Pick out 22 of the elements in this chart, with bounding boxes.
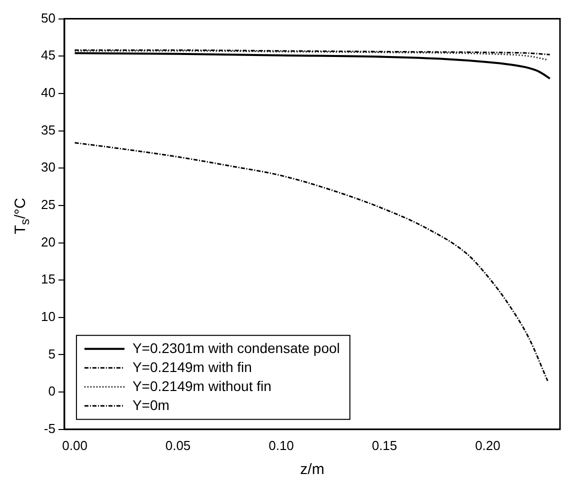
x-axis-title: z/m: [300, 461, 324, 478]
legend-label: Y=0m: [132, 396, 170, 413]
y-tick-label: 30: [40, 160, 56, 175]
x-tick-label: 0.00: [62, 438, 88, 453]
y-tick-label: 0: [48, 384, 56, 399]
x-tick-label: 0.15: [372, 438, 398, 453]
y-tick-label: 10: [40, 308, 56, 324]
y-tick-label: 45: [40, 48, 56, 63]
x-tick-label: 0.05: [165, 438, 191, 453]
legend-label: Y=0.2149m without fin: [132, 378, 272, 394]
y-tick-label: 15: [40, 272, 56, 287]
x-tick-label: 0.10: [268, 438, 294, 453]
y-tick-label: 50: [40, 10, 56, 26]
y-tick-label: 40: [40, 85, 56, 100]
y-tick-label: 35: [40, 122, 56, 138]
y-tick-label: -5: [44, 420, 56, 436]
y-tick-label: 20: [40, 234, 56, 250]
legend-label: Y=0.2301m with condensate pool: [132, 340, 340, 356]
y-tick-label: 25: [40, 197, 56, 212]
legend-label: Y=0.2149m with fin: [132, 358, 252, 375]
x-tick-label: 0.20: [475, 438, 500, 453]
y-tick-label: 5: [48, 346, 56, 362]
